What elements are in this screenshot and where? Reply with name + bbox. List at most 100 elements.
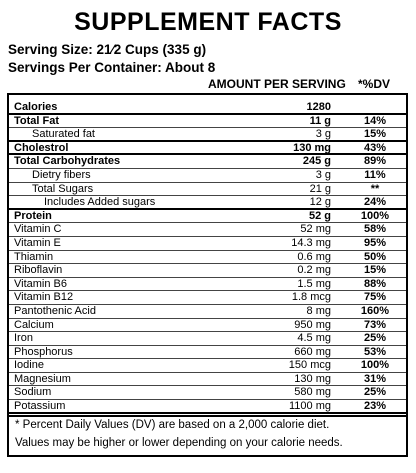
row: Total Carbohydrates 245 g 89% xyxy=(9,155,406,169)
amount: 150 mcg xyxy=(288,359,331,372)
footnote: * Percent Daily Values (DV) are based on… xyxy=(15,419,330,431)
nutrient-name: Iron xyxy=(14,332,33,345)
amount: 4.5 mg xyxy=(297,332,331,345)
row: Potassium 1100 mg 23% xyxy=(9,400,406,414)
amount: 3 g xyxy=(315,128,331,141)
daily-value: 43% xyxy=(363,141,387,154)
amount-heading: AMOUNT PER SERVING xyxy=(208,77,346,91)
facts-table: Calories 1280 Total Fat 11 g 14% Saturated fa… xyxy=(7,93,408,417)
title: SUPPLEMENT FACTS xyxy=(74,8,342,36)
amount: 1280 xyxy=(306,101,331,113)
row: Riboflavin 0.2 mg 15% xyxy=(9,264,406,278)
daily-value: 88% xyxy=(363,277,387,290)
daily-value: 75% xyxy=(363,291,387,304)
row: Vitamin B6 1.5 mg 88% xyxy=(9,278,406,292)
nutrient-name: Saturated fat xyxy=(32,128,95,141)
daily-value: 160% xyxy=(360,304,390,317)
amount: 580 mg xyxy=(294,386,331,399)
nutrient-name: Magnesium xyxy=(14,372,71,385)
daily-value: 24% xyxy=(363,196,387,209)
daily-value: 11% xyxy=(364,168,386,181)
daily-value: 31% xyxy=(363,372,387,385)
daily-value: 53% xyxy=(363,345,387,358)
row: Calcium 950 mg 73% xyxy=(9,319,406,333)
nutrient-name: Total Carbohydrates xyxy=(14,155,121,168)
nutrient-name: Cholestrol xyxy=(14,141,69,154)
daily-value: 50% xyxy=(363,250,387,263)
row: Dietry fibers 3 g 11% xyxy=(9,169,406,183)
rows: Calories 1280 Total Fat 11 g 14% Saturated fa… xyxy=(9,101,406,414)
nutrient-name: Phosphorus xyxy=(14,345,73,358)
nutrient-name: Total Fat xyxy=(14,114,60,127)
amount: 660 mg xyxy=(294,345,331,358)
daily-value: 95% xyxy=(363,236,387,249)
amount: 3 g xyxy=(315,168,331,181)
daily-value: 15% xyxy=(363,264,387,277)
daily-value: 23% xyxy=(363,400,387,413)
nutrient-name: Calcium xyxy=(14,318,54,331)
nutrient-name: Potassium xyxy=(14,400,66,413)
row: Thiamin 0.6 mg 50% xyxy=(9,251,406,265)
serving-size: Serving Size: 21⁄2 Cups (335 g) xyxy=(8,42,207,57)
amount: 11 g xyxy=(309,114,331,127)
nutrient-name: Vitamin E xyxy=(14,236,61,249)
footer: * Percent Daily Values (DV) are based on… xyxy=(7,415,408,457)
daily-value: 100% xyxy=(360,359,390,372)
row: Total Fat 11 g 14% xyxy=(9,115,406,129)
row: Vitamin C 52 mg 58% xyxy=(9,223,406,237)
nutrient-name: Thiamin xyxy=(14,250,54,263)
amount: 1.8 mcg xyxy=(291,291,331,304)
daily-value: 100% xyxy=(360,209,390,222)
amount: 52 g xyxy=(308,209,331,222)
row: Vitamin E 14.3 mg 95% xyxy=(9,237,406,251)
servings-per-container: Servings Per Container: About 8 xyxy=(8,60,216,75)
row: Phosphorus 660 mg 53% xyxy=(9,346,406,360)
daily-value: 58% xyxy=(363,223,387,236)
nutrient-name: Vitamin B6 xyxy=(14,277,67,290)
amount: 52 mg xyxy=(300,223,331,236)
amount: 12 g xyxy=(309,196,331,209)
daily-value: 25% xyxy=(363,386,387,399)
row: Vitamin B12 1.8 mcg 75% xyxy=(9,291,406,305)
nutrient-name: Protein xyxy=(14,209,52,222)
nutrient-name: Pantothenic Acid xyxy=(14,304,96,317)
amount: 950 mg xyxy=(294,318,331,331)
row: Iodine 150 mcg 100% xyxy=(9,359,406,373)
nutrient-name: Riboflavin xyxy=(14,264,63,277)
amount: 1.5 mg xyxy=(297,277,331,290)
amount: 21 g xyxy=(309,182,331,195)
nutrient-name: Iodine xyxy=(14,359,44,372)
amount: 245 g xyxy=(302,155,331,168)
row: Protein 52 g 100% xyxy=(9,210,406,224)
daily-value: 15% xyxy=(363,128,387,141)
nutrient-name: Dietry fibers xyxy=(32,168,91,181)
nutrient-name: Sodium xyxy=(14,386,52,399)
dv-heading: *%DV xyxy=(358,77,391,91)
row: Cholestrol 130 mg 43% xyxy=(9,142,406,156)
amount: 1100 mg xyxy=(289,400,331,413)
row: Includes Added sugars 12 g 24% xyxy=(9,196,406,210)
row: Magnesium 130 mg 31% xyxy=(9,373,406,387)
nutrient-name: Total Sugars xyxy=(32,182,94,195)
daily-value: 89% xyxy=(363,155,387,168)
nutrient-name: Calories xyxy=(14,101,58,113)
row: Iron 4.5 mg 25% xyxy=(9,332,406,346)
row: Sodium 580 mg 25% xyxy=(9,386,406,401)
row: Total Sugars 21 g ** xyxy=(9,183,406,197)
daily-value: ** xyxy=(370,182,380,195)
amount: 130 mg xyxy=(293,141,331,154)
row: Pantothenic Acid 8 mg 160% xyxy=(9,305,406,319)
daily-value: 25% xyxy=(363,332,387,345)
footnote: Values may be higher or lower depending … xyxy=(15,437,343,449)
amount: 0.2 mg xyxy=(297,264,331,277)
nutrient-name: Vitamin C xyxy=(14,223,62,236)
amount: 14.3 mg xyxy=(291,236,331,249)
daily-value: 14% xyxy=(363,114,387,127)
row: Saturated fat 3 g 15% xyxy=(9,128,406,142)
nutrient-name: Vitamin B12 xyxy=(14,291,74,304)
amount: 130 mg xyxy=(294,372,331,385)
amount: 0.6 mg xyxy=(297,250,331,263)
daily-value: 73% xyxy=(363,318,387,331)
amount: 8 mg xyxy=(306,304,331,317)
